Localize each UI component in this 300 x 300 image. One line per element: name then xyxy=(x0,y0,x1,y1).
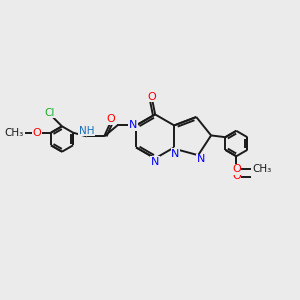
Text: O: O xyxy=(106,114,115,124)
Text: N: N xyxy=(196,154,205,164)
Text: N: N xyxy=(151,157,159,166)
Text: CH₃: CH₃ xyxy=(4,128,23,138)
Text: O: O xyxy=(232,164,241,174)
Text: O: O xyxy=(32,128,41,138)
Text: O: O xyxy=(232,171,241,181)
Text: N: N xyxy=(171,149,179,159)
Text: O: O xyxy=(147,92,156,102)
Text: Cl: Cl xyxy=(44,108,55,118)
Text: NH: NH xyxy=(79,126,94,136)
Text: N: N xyxy=(129,120,137,130)
Text: CH₃: CH₃ xyxy=(252,164,271,174)
